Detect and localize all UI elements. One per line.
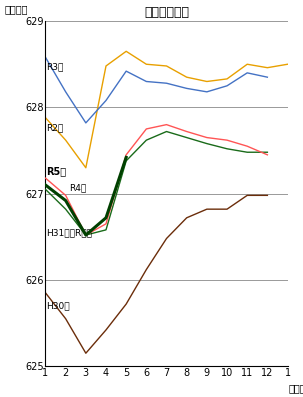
Text: R2年: R2年 [46, 123, 64, 132]
Text: H31年・R元年: H31年・R元年 [46, 228, 92, 237]
X-axis label: （月）: （月） [288, 384, 303, 393]
Title: 月別人口推移: 月別人口推移 [144, 6, 189, 19]
Text: R5年: R5年 [46, 166, 67, 176]
Text: R4年: R4年 [69, 183, 86, 192]
Text: H30年: H30年 [46, 301, 70, 310]
Y-axis label: （万人）: （万人） [5, 4, 28, 14]
Text: R3年: R3年 [46, 62, 64, 71]
